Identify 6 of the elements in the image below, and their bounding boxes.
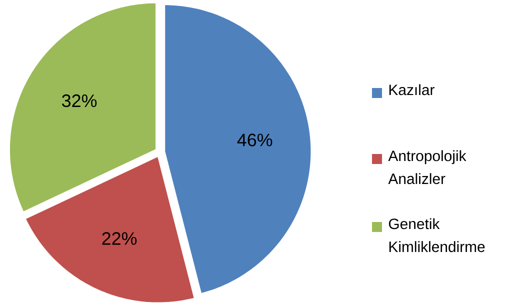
legend-label: Antropolojik Analizler <box>388 150 466 184</box>
data-label: 32% <box>62 94 97 108</box>
data-label: 46% <box>237 134 272 146</box>
legend-label: Genetik Kimliklendirme <box>388 218 485 252</box>
data-label: 22% <box>102 232 137 245</box>
legend-label: Kazılar <box>389 84 434 96</box>
